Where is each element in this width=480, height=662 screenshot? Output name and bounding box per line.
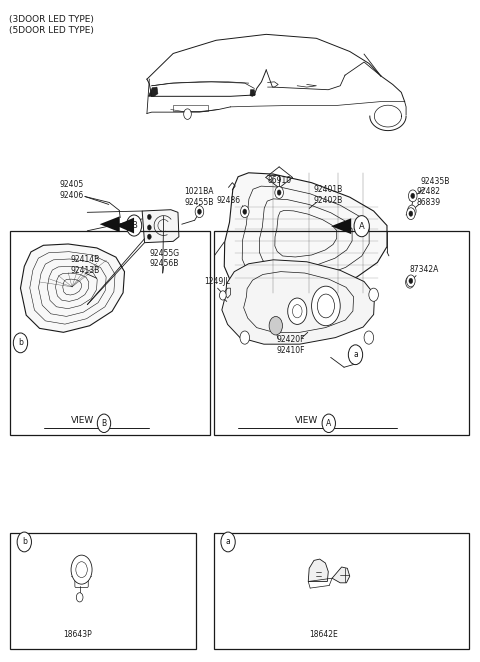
Polygon shape <box>332 567 350 583</box>
Circle shape <box>219 291 226 300</box>
Text: 92401B
92402B: 92401B 92402B <box>313 185 342 205</box>
Circle shape <box>71 555 92 584</box>
Text: VIEW: VIEW <box>295 416 318 424</box>
Circle shape <box>407 208 415 220</box>
Polygon shape <box>148 87 158 96</box>
Circle shape <box>410 209 414 214</box>
Circle shape <box>369 288 378 301</box>
Circle shape <box>407 275 415 287</box>
Circle shape <box>354 216 369 237</box>
Polygon shape <box>100 216 120 232</box>
Circle shape <box>126 215 142 236</box>
Text: a: a <box>353 350 358 359</box>
Polygon shape <box>250 90 255 96</box>
Polygon shape <box>142 210 179 243</box>
Circle shape <box>411 193 415 199</box>
Circle shape <box>17 532 32 552</box>
Text: B: B <box>101 419 107 428</box>
Text: 87342A: 87342A <box>409 265 438 273</box>
Polygon shape <box>222 260 374 344</box>
Text: 92414B
92413B: 92414B 92413B <box>71 256 100 275</box>
Polygon shape <box>21 244 124 332</box>
Text: b: b <box>22 538 27 546</box>
Circle shape <box>292 305 302 318</box>
Text: VIEW: VIEW <box>71 416 94 424</box>
Circle shape <box>322 414 336 432</box>
Text: A: A <box>359 222 365 230</box>
Circle shape <box>147 214 151 220</box>
Circle shape <box>409 278 413 283</box>
Text: 92486: 92486 <box>217 196 241 205</box>
Circle shape <box>348 345 363 365</box>
Text: 86910: 86910 <box>267 176 291 185</box>
Text: b: b <box>18 338 23 348</box>
Circle shape <box>277 190 281 195</box>
Circle shape <box>269 316 282 335</box>
Text: 18643P: 18643P <box>63 630 92 639</box>
Text: 92405
92406: 92405 92406 <box>60 180 84 200</box>
Circle shape <box>406 276 414 288</box>
Polygon shape <box>224 173 387 295</box>
Circle shape <box>408 205 416 217</box>
Circle shape <box>147 234 151 240</box>
Polygon shape <box>308 559 328 581</box>
Circle shape <box>243 209 247 214</box>
Polygon shape <box>331 218 351 234</box>
Text: a: a <box>226 538 230 546</box>
Circle shape <box>364 331 373 344</box>
Text: B: B <box>131 221 137 230</box>
Circle shape <box>76 562 87 577</box>
Circle shape <box>221 532 235 552</box>
Circle shape <box>76 592 83 602</box>
Circle shape <box>195 206 204 218</box>
Circle shape <box>147 225 151 230</box>
Text: 92482
86839: 92482 86839 <box>417 187 441 207</box>
Circle shape <box>240 331 250 344</box>
Circle shape <box>408 190 417 202</box>
Text: 92455G
92456B: 92455G 92456B <box>150 249 180 268</box>
Circle shape <box>288 298 307 324</box>
Text: A: A <box>326 419 331 428</box>
Circle shape <box>409 211 413 216</box>
Circle shape <box>240 206 249 218</box>
Text: (3DOOR LED TYPE)
(5DOOR LED TYPE): (3DOOR LED TYPE) (5DOOR LED TYPE) <box>9 15 94 35</box>
Circle shape <box>312 286 340 326</box>
Text: 18642E: 18642E <box>309 630 338 639</box>
Circle shape <box>13 333 28 353</box>
Circle shape <box>184 109 192 119</box>
Circle shape <box>275 187 283 199</box>
Text: 1249JL: 1249JL <box>204 277 230 286</box>
Circle shape <box>408 279 412 285</box>
Circle shape <box>197 209 202 214</box>
Polygon shape <box>116 218 134 234</box>
Text: 1021BA
92455B: 1021BA 92455B <box>185 187 214 207</box>
Circle shape <box>97 414 111 432</box>
Text: 92420F
92410F: 92420F 92410F <box>276 335 305 355</box>
Circle shape <box>317 294 335 318</box>
Text: 92435B: 92435B <box>420 177 449 186</box>
